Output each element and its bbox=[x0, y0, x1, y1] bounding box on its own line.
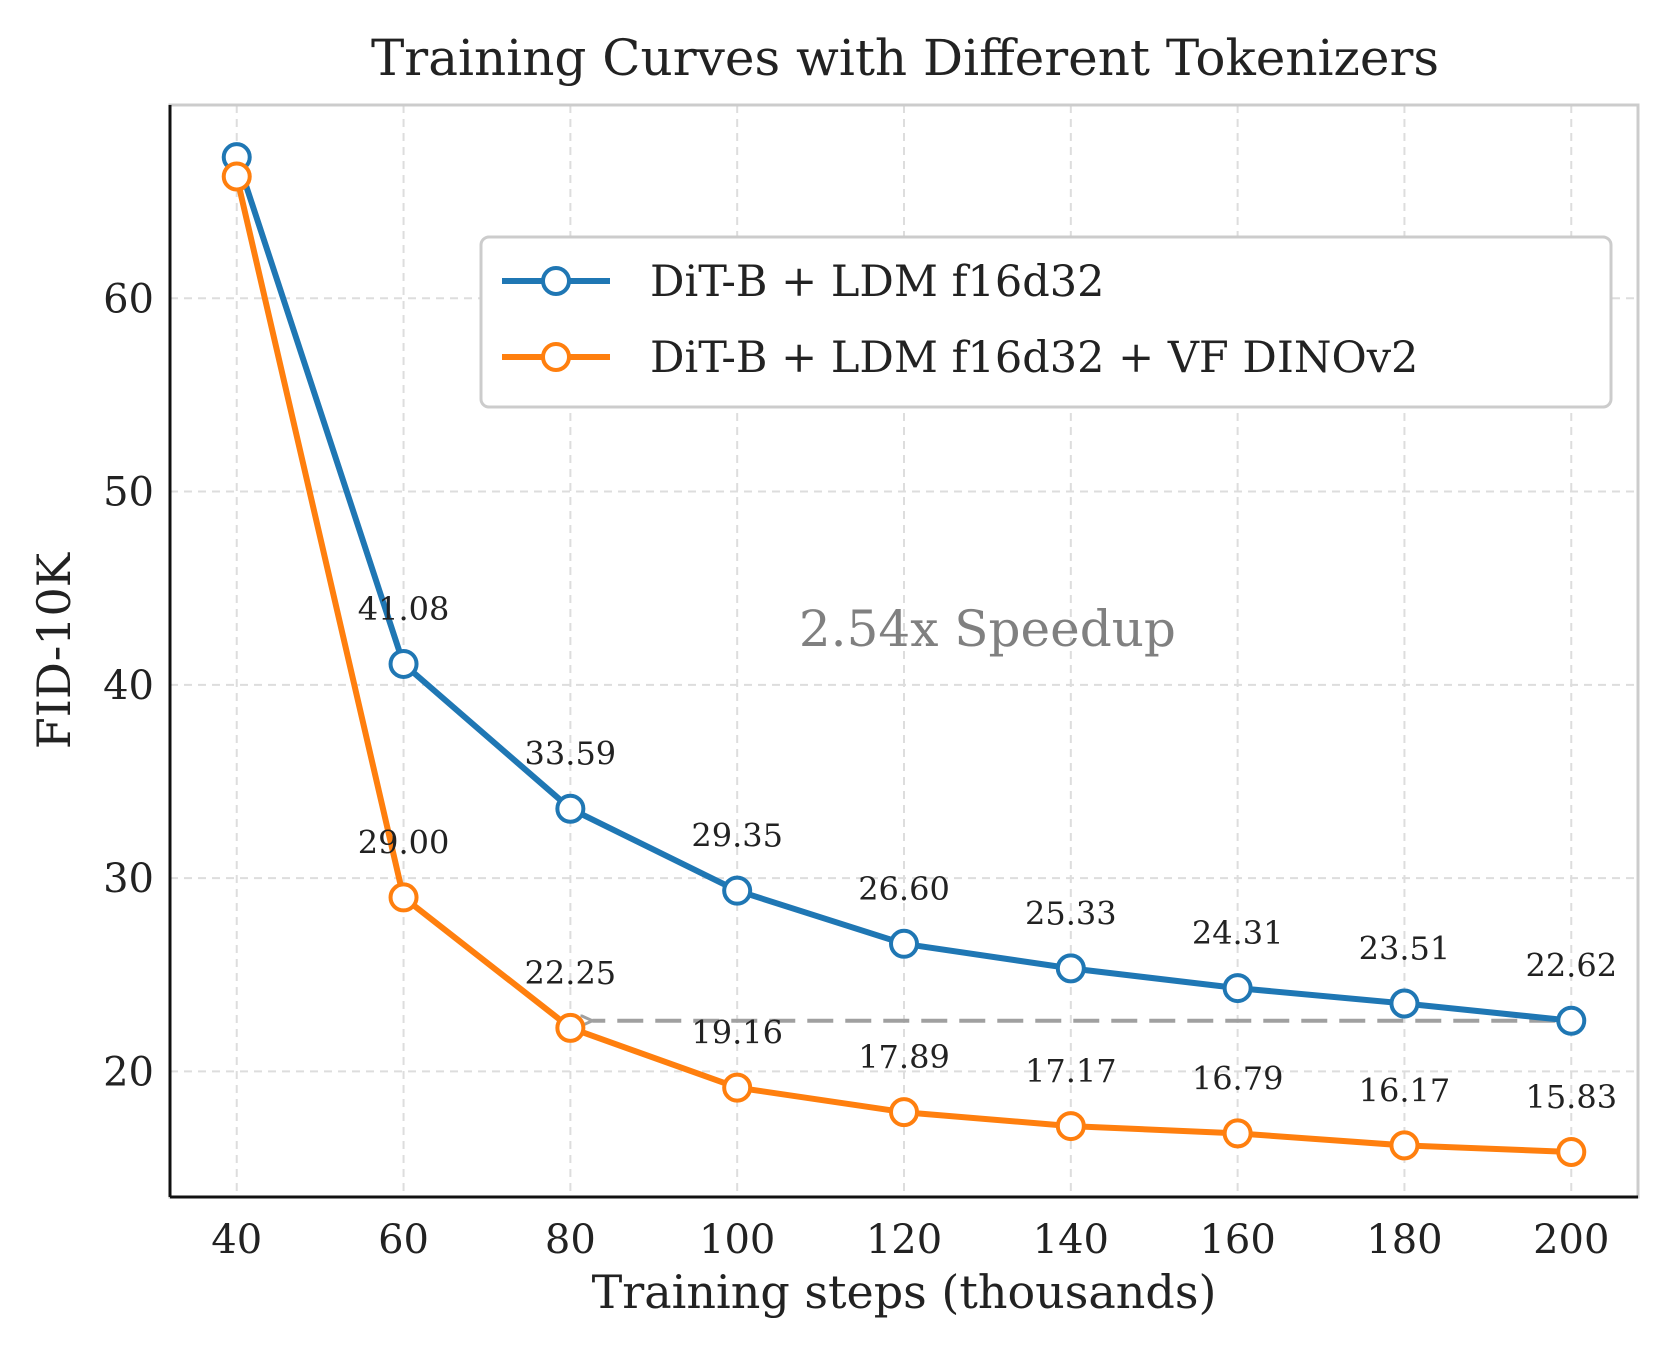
series-0-data-label: 22.62 bbox=[1525, 947, 1617, 985]
series-1-point bbox=[1556, 1136, 1587, 1167]
series-0-point bbox=[889, 928, 919, 959]
series-0-data-label: 41.08 bbox=[358, 590, 450, 628]
series-1-data-label: 15.83 bbox=[1525, 1078, 1617, 1116]
legend-marker-0 bbox=[541, 266, 571, 296]
series-0-data-label: 29.35 bbox=[691, 817, 783, 855]
series-1-point bbox=[722, 1072, 753, 1103]
series-0-point bbox=[722, 875, 753, 906]
series-0-point bbox=[1222, 973, 1253, 1004]
y-tick-label: 60 bbox=[103, 276, 154, 322]
series-0-point bbox=[1055, 953, 1086, 984]
x-tick-label: 180 bbox=[1366, 1217, 1442, 1263]
series-1-data-label: 17.89 bbox=[858, 1038, 950, 1076]
chart-title: Training Curves with Different Tokenizer… bbox=[371, 29, 1439, 87]
series-0-data-label: 26.60 bbox=[858, 870, 950, 908]
series-0-data-label: 23.51 bbox=[1359, 930, 1451, 968]
x-tick-label: 40 bbox=[211, 1217, 262, 1263]
series-0-point bbox=[1389, 988, 1420, 1019]
series-0-point bbox=[388, 648, 419, 679]
series-1-data-label: 22.25 bbox=[525, 954, 617, 992]
x-tick-label: 60 bbox=[378, 1217, 429, 1263]
series-1-point bbox=[1222, 1118, 1253, 1149]
y-axis-label: FID-10K bbox=[27, 551, 81, 749]
x-tick-label: 200 bbox=[1533, 1217, 1609, 1263]
series-1-data-label: 16.17 bbox=[1359, 1071, 1451, 1109]
legend-label-0: DiT-B + LDM f16d32 bbox=[650, 257, 1104, 307]
series-markers bbox=[221, 142, 1587, 1167]
series-1-point bbox=[388, 882, 419, 913]
series-1-data-label: 29.00 bbox=[358, 823, 450, 861]
x-tick-label: 140 bbox=[1033, 1217, 1109, 1263]
y-tick-label: 40 bbox=[103, 663, 154, 709]
x-tick-label: 120 bbox=[866, 1217, 942, 1263]
series-1-point bbox=[555, 1012, 586, 1043]
speedup-annotation: 2.54x Speedup bbox=[799, 600, 1176, 658]
x-tick-label: 100 bbox=[699, 1217, 775, 1263]
ticks: 40 60 80 100 120 140 160 180 200 20 30 40 50 60 bbox=[103, 276, 1609, 1263]
series-1-data-label: 17.17 bbox=[1025, 1052, 1117, 1090]
legend-label-1: DiT-B + LDM f16d32 + VF DINOv2 bbox=[650, 333, 1418, 383]
y-tick-label: 50 bbox=[103, 470, 154, 516]
x-tick-label: 160 bbox=[1199, 1217, 1275, 1263]
series-0-data-label: 33.59 bbox=[525, 735, 617, 773]
legend: DiT-B + LDM f16d32 DiT-B + LDM f16d32 + … bbox=[479, 235, 1613, 409]
x-axis-label: Training steps (thousands) bbox=[592, 1265, 1217, 1319]
series-1-point bbox=[221, 161, 252, 192]
series-1-data-label: 19.16 bbox=[691, 1014, 783, 1052]
data-labels: 41.08 33.59 29.35 26.60 25.33 24.31 23.51 22.62… bbox=[358, 590, 1617, 1116]
series-1-point bbox=[889, 1097, 919, 1128]
legend-box bbox=[479, 235, 1613, 409]
series-1-point bbox=[1055, 1111, 1086, 1142]
series-0-point bbox=[555, 793, 586, 824]
legend-marker-1 bbox=[541, 342, 571, 372]
series-0-data-label: 25.33 bbox=[1025, 894, 1117, 932]
series-0-point bbox=[1556, 1005, 1587, 1036]
x-tick-label: 80 bbox=[545, 1217, 596, 1263]
y-tick-label: 20 bbox=[103, 1049, 154, 1095]
series-1-data-label: 16.79 bbox=[1192, 1059, 1284, 1097]
series-0-data-label: 24.31 bbox=[1192, 914, 1284, 952]
y-tick-label: 30 bbox=[103, 856, 154, 902]
series-1-point bbox=[1389, 1130, 1420, 1161]
